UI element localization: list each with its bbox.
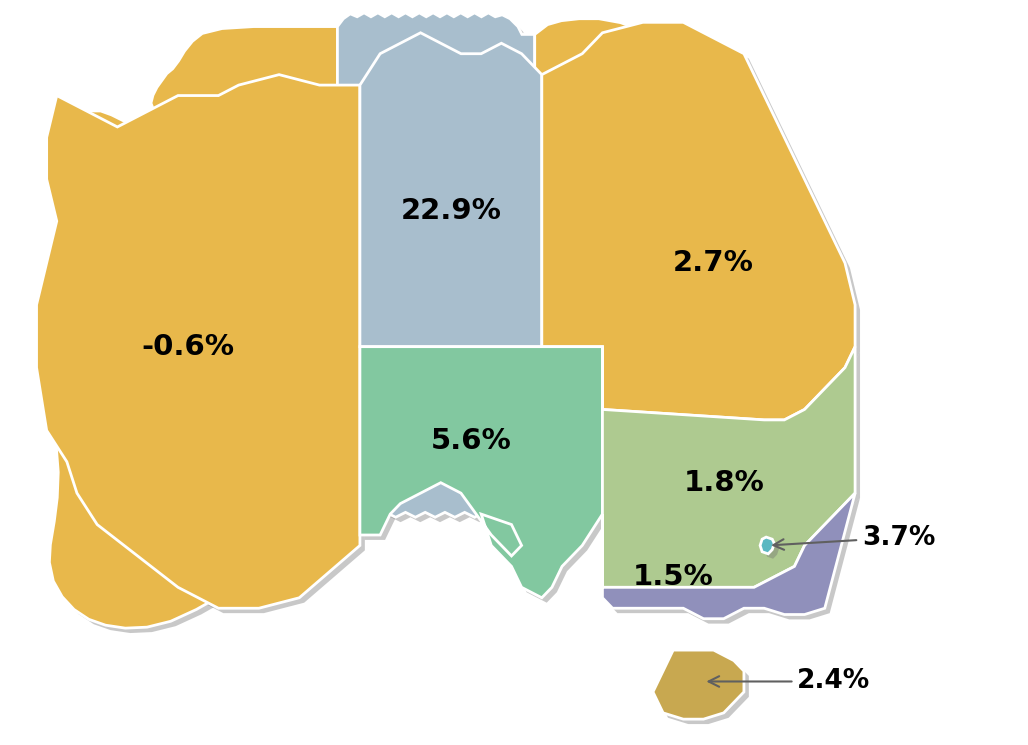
Polygon shape (653, 650, 744, 719)
Text: 1.8%: 1.8% (684, 469, 764, 497)
Polygon shape (342, 18, 540, 524)
Polygon shape (602, 493, 855, 618)
Polygon shape (765, 542, 779, 559)
Text: 2.7%: 2.7% (673, 249, 755, 277)
Text: 2.4%: 2.4% (708, 668, 871, 694)
Text: 5.6%: 5.6% (431, 427, 512, 455)
Polygon shape (760, 537, 774, 554)
Text: 3.7%: 3.7% (773, 524, 935, 551)
Polygon shape (360, 33, 542, 346)
Polygon shape (360, 346, 602, 597)
Text: 1.5%: 1.5% (633, 563, 713, 591)
Polygon shape (547, 28, 860, 425)
Polygon shape (49, 27, 337, 628)
Polygon shape (602, 346, 855, 587)
Polygon shape (535, 19, 745, 517)
Polygon shape (54, 31, 342, 633)
Polygon shape (365, 38, 547, 352)
Polygon shape (608, 352, 860, 592)
Polygon shape (658, 655, 748, 724)
Polygon shape (365, 352, 608, 603)
Polygon shape (542, 22, 855, 420)
Text: 22.9%: 22.9% (401, 197, 502, 225)
Polygon shape (337, 13, 535, 519)
Polygon shape (41, 80, 365, 613)
Polygon shape (37, 74, 360, 608)
Polygon shape (608, 498, 860, 624)
Polygon shape (540, 24, 749, 522)
Text: -0.6%: -0.6% (142, 333, 234, 361)
